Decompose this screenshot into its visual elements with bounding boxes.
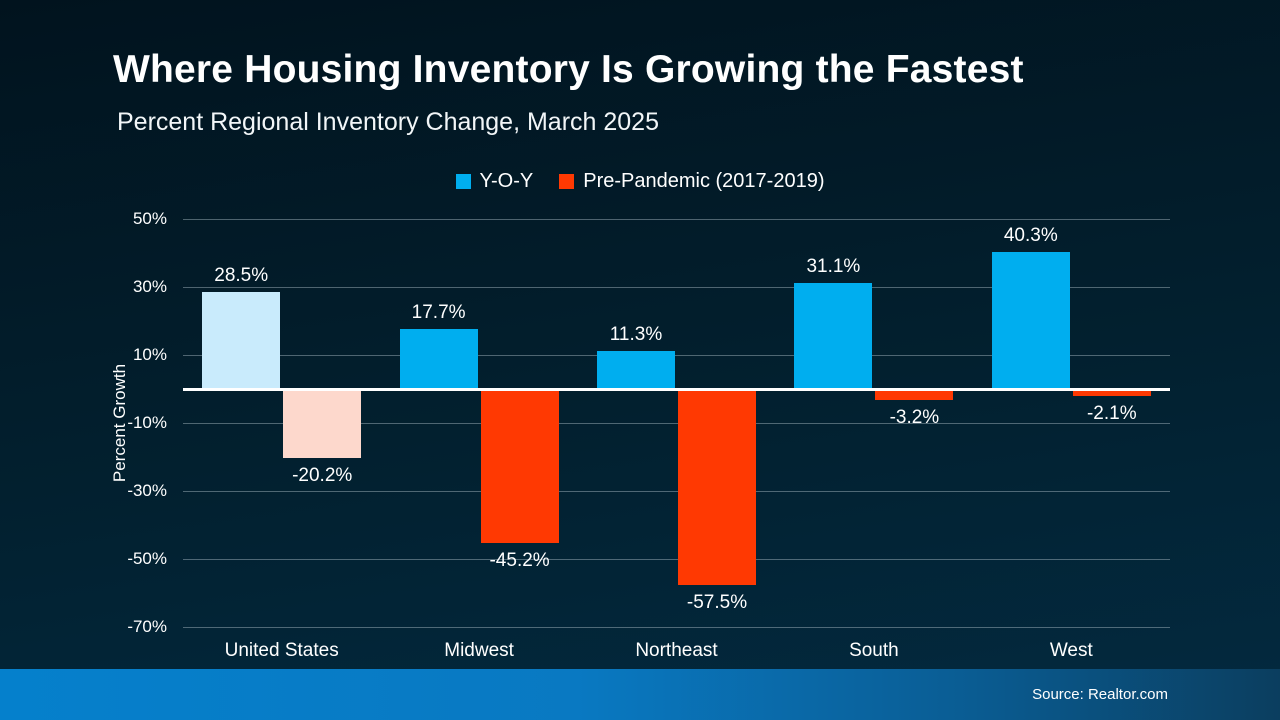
legend: Y-O-Y Pre-Pandemic (2017-2019) — [0, 170, 1280, 193]
prepandemic-bar-united-states — [283, 389, 362, 458]
y-tick-label: -30% — [127, 481, 167, 500]
gridline — [183, 490, 1170, 492]
gridline — [183, 354, 1170, 356]
legend-label-prepandemic: Pre-Pandemic (2017-2019) — [583, 170, 825, 192]
y-tick-label: -70% — [127, 617, 167, 636]
gridline — [183, 422, 1170, 424]
gridline — [183, 558, 1170, 560]
bar-value-label: 17.7% — [411, 301, 466, 323]
bar-value-label: 28.5% — [214, 265, 269, 287]
bar-value-label: -45.2% — [489, 549, 550, 571]
x-category-label: Northeast — [635, 640, 718, 661]
x-category-label: West — [1049, 640, 1093, 661]
gridline — [183, 626, 1170, 628]
prepandemic-bar-south — [875, 389, 954, 400]
y-tick-label: 50% — [132, 209, 167, 228]
yoy-bar-midwest — [399, 328, 478, 389]
zero-axis-line — [183, 387, 1170, 391]
x-category-label: United States — [224, 640, 339, 661]
legend-item-yoy: Y-O-Y — [455, 170, 534, 193]
bar-value-label: 31.1% — [806, 256, 861, 278]
y-tick-label: -10% — [127, 413, 167, 432]
x-category-label: Midwest — [444, 640, 514, 661]
bar-value-label: -57.5% — [686, 591, 748, 613]
yoy-bar-united-states — [202, 292, 281, 389]
y-tick-label: 30% — [132, 277, 167, 296]
x-category-label: South — [849, 640, 899, 661]
y-tick-label: -50% — [127, 549, 167, 568]
yoy-bar-west — [991, 251, 1070, 389]
gridline — [183, 218, 1170, 220]
prepandemic-swatch-icon — [559, 174, 575, 189]
prepandemic-bar-west — [1072, 389, 1151, 397]
yoy-bar-south — [794, 283, 873, 389]
page-title: Where Housing Inventory Is Growing the F… — [113, 48, 1024, 91]
page-subtitle: Percent Regional Inventory Change, March… — [117, 108, 659, 136]
prepandemic-bar-midwest — [480, 389, 559, 543]
bar-value-label: -20.2% — [292, 464, 353, 486]
yoy-bar-northeast — [597, 350, 675, 389]
legend-label-yoy: Y-O-Y — [479, 170, 534, 192]
prepandemic-bar-northeast — [678, 389, 756, 585]
bar-value-label: 11.3% — [609, 323, 663, 345]
bar-value-label: 40.3% — [1003, 224, 1058, 246]
yoy-swatch-icon — [455, 174, 471, 189]
legend-item-prepandemic: Pre-Pandemic (2017-2019) — [559, 170, 824, 193]
footer-bar: Source: Realtor.com — [0, 669, 1280, 720]
y-axis-title: Percent Growth — [110, 363, 129, 483]
gridline — [183, 286, 1170, 288]
bar-value-label: -2.1% — [1086, 403, 1137, 425]
bar-value-label: -3.2% — [889, 406, 940, 428]
y-tick-label: 10% — [132, 345, 167, 364]
source-credit: Source: Realtor.com — [1032, 686, 1168, 703]
